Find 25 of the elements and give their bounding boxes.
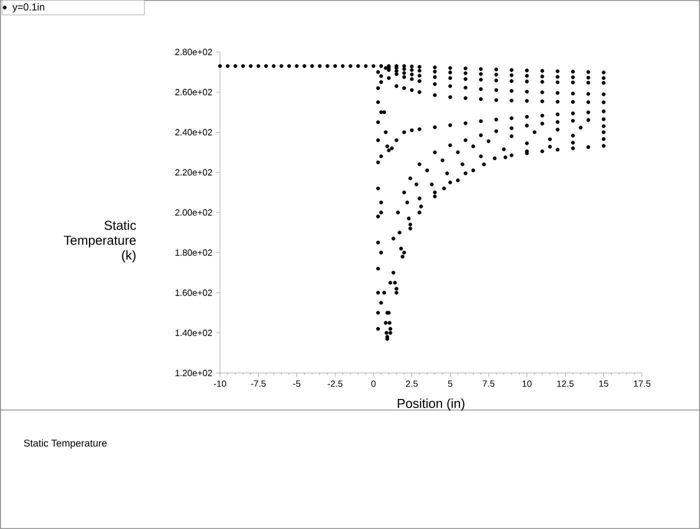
x-tick-label: 7.5 [482, 380, 494, 387]
x-tick-label: 2.5 [406, 380, 418, 387]
y-tick-label: 1.60e+02 [176, 290, 212, 296]
y-tick-label: 1.20e+02 [176, 370, 212, 376]
y-tick-label: 2.60e+02 [175, 88, 212, 96]
y-tick-label: 1.80e+02 [176, 249, 212, 256]
x-tick-label: -2.5 [328, 380, 342, 387]
text: Static Temperature [24, 439, 107, 449]
y-tick-label: 2.80e+02 [175, 48, 212, 56]
x-axis-title: Position (in) [398, 398, 464, 411]
legend-label: y=0.1in [12, 3, 44, 12]
y-axis-title: Static Temperature (k) [64, 220, 136, 262]
x-tick-label: 5 [448, 380, 452, 387]
y-tick-label: 1.40e+02 [176, 330, 212, 336]
y-tick-label: 2.40e+02 [175, 129, 212, 136]
x-tick-label: 17.5 [634, 380, 650, 387]
x-tick-label: 12.5 [557, 380, 574, 387]
x-tick-label: -10 [214, 380, 226, 387]
x-tick-label: 10 [522, 380, 532, 387]
x-tick-label: 15 [599, 380, 608, 387]
y-tick-label: 2.20e+02 [175, 169, 212, 176]
x-tick-label: -7.5 [251, 380, 266, 387]
x-tick-label: -5 [293, 380, 300, 387]
y-tick-label: 2.00e+02 [175, 209, 212, 216]
x-tick-label: 0 [371, 380, 376, 387]
